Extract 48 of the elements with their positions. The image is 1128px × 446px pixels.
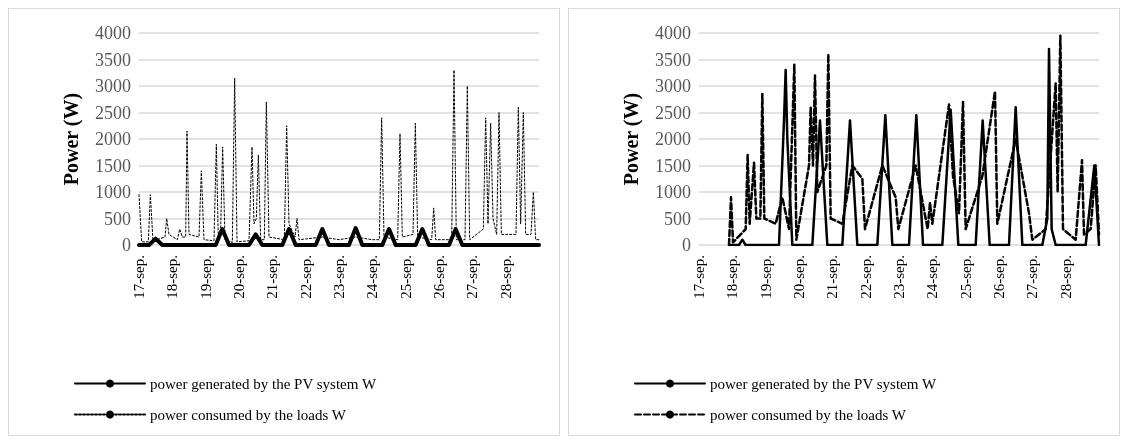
- y-tick-label: 0: [122, 235, 131, 255]
- x-tick-label: 20-sep.: [231, 255, 247, 299]
- y-tick-label: 0: [682, 235, 691, 255]
- x-tick-label: 22-sep.: [857, 255, 874, 299]
- x-tick-label: 21-sep.: [824, 255, 841, 299]
- y-tick-label: 2500: [95, 102, 131, 123]
- y-tick-label: 4000: [655, 23, 691, 43]
- legend-label: power generated by the PV system W: [710, 375, 937, 392]
- y-axis-title: Power (W): [60, 92, 83, 186]
- x-tick-label: 24-sep.: [924, 255, 941, 299]
- x-tick-label: 27-sep.: [464, 255, 481, 299]
- y-tick-label: 3500: [655, 49, 691, 70]
- y-tick-label: 2000: [95, 129, 131, 149]
- y-tick-label: 500: [104, 208, 131, 229]
- y-axis-title: Power (W): [620, 92, 643, 186]
- x-tick-label: 23-sep.: [891, 255, 907, 299]
- x-tick-label: 25-sep.: [397, 255, 414, 299]
- x-tick-label: 19-sep.: [757, 255, 774, 299]
- y-tick-label: 3000: [95, 76, 131, 96]
- x-tick-label: 18-sep.: [164, 255, 181, 299]
- x-tick-label: 19-sep.: [197, 255, 214, 299]
- y-tick-label: 3500: [95, 49, 131, 70]
- y-tick-label: 500: [664, 208, 691, 229]
- legend-label: power consumed by the loads W: [150, 406, 347, 423]
- x-tick-label: 28-sep.: [1057, 255, 1074, 299]
- x-tick-label: 25-sep.: [957, 255, 974, 299]
- y-tick-label: 3000: [655, 76, 691, 96]
- legend-label: power consumed by the loads W: [710, 406, 907, 423]
- y-tick-label: 2500: [655, 102, 691, 123]
- x-tick-label: 27-sep.: [1024, 255, 1041, 299]
- x-tick-label: 28-sep.: [497, 255, 514, 299]
- x-tick-label: 22-sep.: [297, 255, 314, 299]
- x-tick-label: 26-sep.: [431, 255, 447, 299]
- x-tick-label: 17-sep.: [691, 255, 707, 299]
- y-tick-label: 4000: [95, 23, 131, 43]
- legend-label: power generated by the PV system W: [150, 375, 377, 392]
- x-tick-label: 18-sep.: [724, 255, 741, 299]
- y-tick-label: 1500: [95, 155, 131, 176]
- y-tick-label: 1000: [95, 182, 131, 202]
- x-tick-label: 23-sep.: [331, 255, 347, 299]
- y-tick-label: 1000: [655, 182, 691, 202]
- x-tick-label: 24-sep.: [364, 255, 381, 299]
- x-tick-label: 17-sep.: [131, 255, 147, 299]
- x-tick-label: 26-sep.: [991, 255, 1007, 299]
- y-tick-label: 1500: [655, 155, 691, 176]
- x-tick-label: 20-sep.: [791, 255, 807, 299]
- y-tick-label: 2000: [655, 129, 691, 149]
- x-tick-label: 21-sep.: [264, 255, 281, 299]
